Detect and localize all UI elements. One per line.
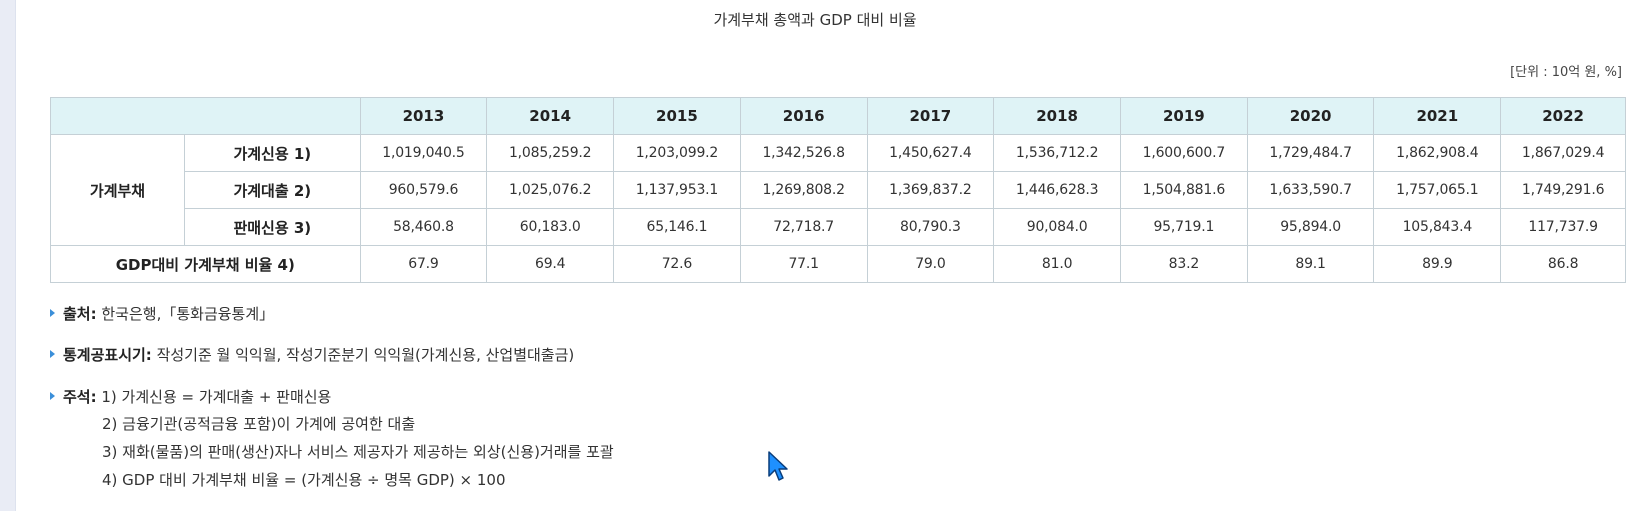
table-cell: 72.6 xyxy=(613,245,741,283)
remarks-note: 주석: 1) 가계신용 = 가계대출 + 판매신용 xyxy=(50,386,331,407)
year-header: 2018 xyxy=(993,97,1121,135)
table-cell: 1,203,099.2 xyxy=(613,134,741,172)
release-label: 통계공표시기: xyxy=(63,346,152,364)
table-cell: 65,146.1 xyxy=(613,208,741,246)
table-cell: 81.0 xyxy=(993,245,1121,283)
table-cell: 1,269,808.2 xyxy=(739,171,868,209)
remark-line: 3) 재화(물품)의 판매(생산)자나 서비스 제공자가 제공하는 외상(신용)… xyxy=(102,443,614,461)
source-label: 출처: xyxy=(63,305,97,323)
table-cell: 1,025,076.2 xyxy=(486,171,615,209)
year-header: 2016 xyxy=(739,97,868,135)
table-cell: 60,183.0 xyxy=(486,208,615,246)
release-note: 통계공표시기: 작성기준 월 익익월, 작성기준분기 익익월(가계신용, 산업별… xyxy=(50,344,574,365)
year-header: 2017 xyxy=(866,97,995,135)
year-header: 2015 xyxy=(613,97,741,135)
table-cell: 1,600,600.7 xyxy=(1119,134,1248,172)
row-label: 가계신용 1) xyxy=(184,134,361,172)
table-cell: 1,867,029.4 xyxy=(1500,134,1626,172)
table-cell: 105,843.4 xyxy=(1373,208,1502,246)
table-cell: 83.2 xyxy=(1119,245,1248,283)
remark-line: 2) 금융기관(공적금융 포함)이 가계에 공여한 대출 xyxy=(102,415,416,433)
source-text: 한국은행,「통화금융통계」 xyxy=(96,305,275,323)
table-cell: 89.9 xyxy=(1373,245,1502,283)
remarks-label: 주석: xyxy=(63,388,97,406)
table-cell: 95,894.0 xyxy=(1246,208,1375,246)
table-cell: 90,084.0 xyxy=(993,208,1121,246)
table-cell: 1,749,291.6 xyxy=(1500,171,1626,209)
table-cell: 67.9 xyxy=(359,245,488,283)
table-cell: 1,450,627.4 xyxy=(866,134,995,172)
year-header: 2021 xyxy=(1373,97,1502,135)
table-cell: 72,718.7 xyxy=(739,208,868,246)
table-cell: 1,369,837.2 xyxy=(866,171,995,209)
table-cell: 1,536,712.2 xyxy=(993,134,1121,172)
table-cell: 95,719.1 xyxy=(1119,208,1248,246)
remark-line: 1) 가계신용 = 가계대출 + 판매신용 xyxy=(96,388,332,406)
bullet-icon xyxy=(50,392,55,400)
table-cell: 1,342,526.8 xyxy=(739,134,868,172)
left-sidebar-strip xyxy=(0,0,16,511)
table-cell: 1,085,259.2 xyxy=(486,134,615,172)
year-header: 2014 xyxy=(486,97,615,135)
bullet-icon xyxy=(50,309,55,317)
remark-line: 4) GDP 대비 가계부채 비율 = (가계신용 ÷ 명목 GDP) × 10… xyxy=(102,471,506,489)
table-cell: 1,019,040.5 xyxy=(359,134,488,172)
year-header: 2022 xyxy=(1500,97,1626,135)
table-cell: 80,790.3 xyxy=(866,208,995,246)
table-cell: 1,757,065.1 xyxy=(1373,171,1502,209)
table-cell: 1,446,628.3 xyxy=(993,171,1121,209)
table-row: 가계대출 2) 960,579.6 1,025,076.2 1,137,953.… xyxy=(51,171,1626,209)
table-cell: 89.1 xyxy=(1246,245,1375,283)
header-blank-cell xyxy=(50,97,361,135)
table-cell: 1,633,590.7 xyxy=(1246,171,1375,209)
unit-label: [단위 : 10억 원, %] xyxy=(1510,65,1622,80)
year-header: 2013 xyxy=(359,97,488,135)
header-row: 2013 2014 2015 2016 2017 2018 2019 2020 … xyxy=(50,97,1626,135)
table-cell: 1,137,953.1 xyxy=(613,171,741,209)
mouse-cursor-icon xyxy=(768,451,788,481)
table-cell: 77.1 xyxy=(739,245,868,283)
table-row: 판매신용 3) 58,460.8 60,183.0 65,146.1 72,71… xyxy=(51,208,1626,246)
row-label: 판매신용 3) xyxy=(184,208,361,246)
table-cell: 960,579.6 xyxy=(359,171,488,209)
source-note: 출처: 한국은행,「통화금융통계」 xyxy=(50,303,274,324)
table-cell: 1,504,881.6 xyxy=(1119,171,1248,209)
table-cell: 79.0 xyxy=(866,245,995,283)
row-label: 가계대출 2) xyxy=(184,171,361,209)
bullet-icon xyxy=(50,350,55,358)
table-cell: 86.8 xyxy=(1500,245,1626,283)
release-text: 작성기준 월 익익월, 작성기준분기 익익월(가계신용, 산업별대출금) xyxy=(151,346,575,364)
table-cell: 58,460.8 xyxy=(359,208,488,246)
table-cell: 1,862,908.4 xyxy=(1373,134,1502,172)
table-cell: 1,729,484.7 xyxy=(1246,134,1375,172)
table-cell: 69.4 xyxy=(486,245,615,283)
table-row: 가계부채 가계신용 1) 1,019,040.5 1,085,259.2 1,2… xyxy=(49,134,1626,246)
year-header: 2020 xyxy=(1246,97,1375,135)
table-row-ratio: GDP대비 가계부채 비율 4) 67.9 69.4 72.6 77.1 79.… xyxy=(50,245,1626,283)
row-label: GDP대비 가계부채 비율 4) xyxy=(50,245,361,283)
household-debt-table: 2013 2014 2015 2016 2017 2018 2019 2020 … xyxy=(49,97,1626,283)
year-header: 2019 xyxy=(1119,97,1248,135)
table-cell: 117,737.9 xyxy=(1500,208,1626,246)
page-title: 가계부채 총액과 GDP 대비 비율 xyxy=(713,11,917,29)
row-group-label: 가계부채 xyxy=(49,134,186,246)
